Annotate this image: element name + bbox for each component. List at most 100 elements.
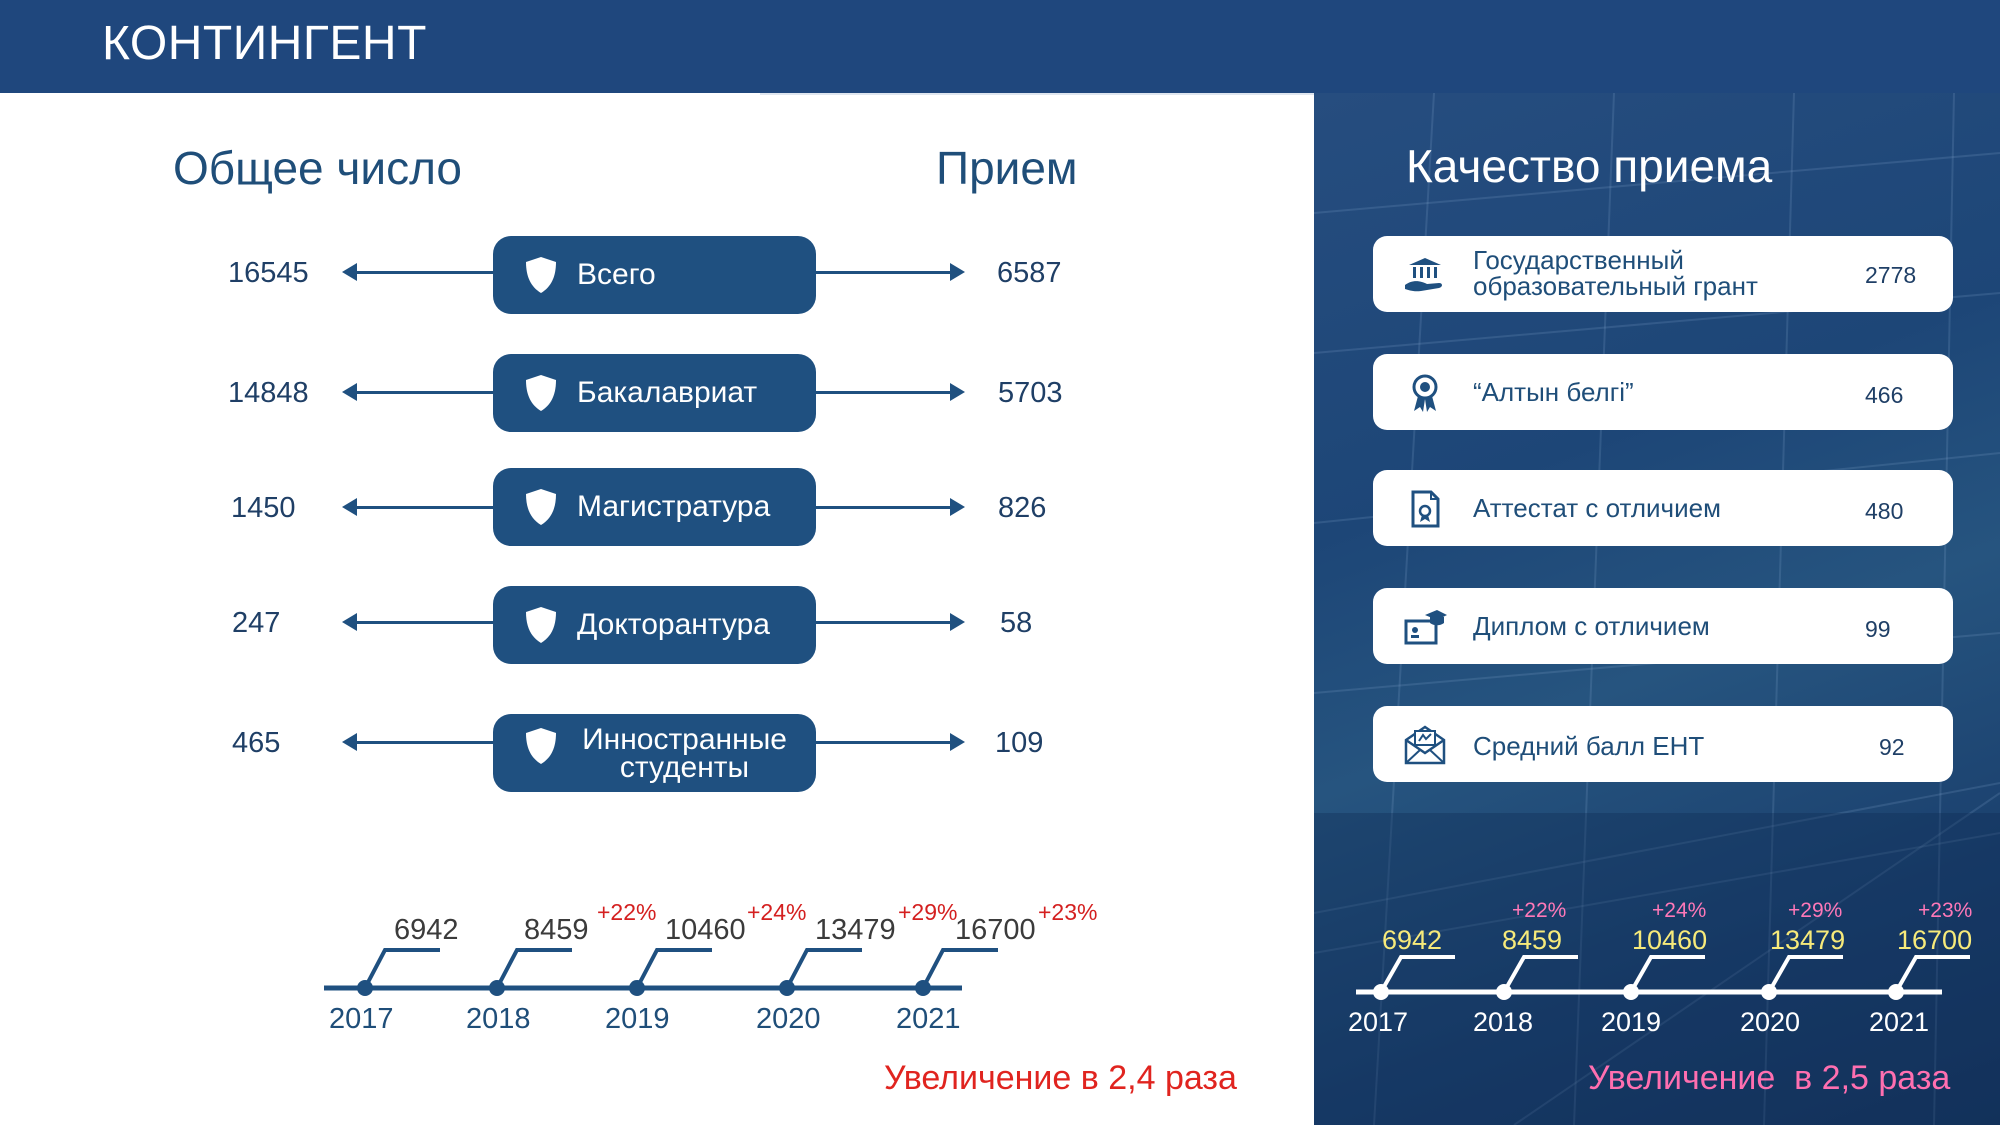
connector-line (356, 621, 496, 624)
page-title: КОНТИНГЕНТ (102, 17, 427, 70)
admission-value: 6587 (997, 257, 1062, 289)
timeline-dot (1761, 984, 1777, 1000)
card-value: 480 (1865, 498, 1904, 524)
growth-percent: +29% (1788, 899, 1843, 922)
growth-percent: +24% (1652, 899, 1707, 922)
arrow-left-icon (342, 498, 357, 516)
timeline-value: 10460 (665, 914, 746, 946)
header-bar: КОНТИНГЕНТ (0, 0, 2000, 93)
shield-icon (526, 607, 556, 643)
admission-value: 5703 (998, 377, 1063, 409)
quality-card: Государственный образовательный грант 27… (1373, 236, 1953, 312)
card-value: 2778 (1865, 262, 1917, 288)
admission-value: 58 (1000, 607, 1033, 639)
category-label: Всего (577, 258, 656, 291)
quality-card: Средний балл ЕНТ 92 (1373, 706, 1953, 782)
category-label-line: Инностранные (582, 723, 787, 756)
connector-line (356, 506, 496, 509)
growth-percent: +22% (597, 899, 657, 925)
timeline-year: 2019 (605, 1003, 670, 1035)
arrow-right-icon (950, 613, 965, 631)
category-label: Докторантура (577, 608, 770, 641)
timeline-year: 2017 (329, 1003, 394, 1035)
category-pill: Докторантура (493, 586, 816, 664)
connector-line (814, 271, 954, 274)
category-label: Бакалавриат (577, 376, 758, 409)
envelope-icon (1404, 725, 1446, 765)
growth-percent: +23% (1038, 899, 1098, 925)
timeline-connector (1767, 955, 1843, 993)
card-label-line: образовательный грант (1473, 271, 1758, 301)
timeline-year: 2020 (756, 1003, 821, 1035)
card-label: Диплом с отличием (1473, 611, 1710, 641)
timeline-year: 2020 (1740, 1007, 1801, 1037)
total-value: 14848 (228, 377, 309, 409)
medal-icon (1412, 374, 1438, 412)
category-pill: Инностранные студенты (493, 714, 816, 792)
growth-summary: Увеличение в 2,4 раза (884, 1059, 1237, 1097)
shield-icon (526, 728, 556, 764)
growth-percent: +24% (747, 899, 807, 925)
timeline-value: 8459 (1502, 925, 1563, 955)
timeline-value: 13479 (1770, 925, 1846, 955)
timeline-connector (363, 948, 440, 989)
timeline-value: 16700 (1897, 925, 1973, 955)
timeline-value: 8459 (524, 914, 589, 946)
card-label-line: Государственный (1473, 245, 1684, 275)
arrow-left-icon (342, 733, 357, 751)
timeline-connector (495, 948, 572, 989)
timeline-dot (1496, 984, 1512, 1000)
timeline-year: 2021 (896, 1003, 961, 1035)
shield-icon (526, 257, 556, 293)
shield-icon (526, 489, 556, 525)
connector-line (356, 271, 496, 274)
header-divider (760, 93, 1315, 95)
arrow-right-icon (950, 733, 965, 751)
card-value: 92 (1879, 734, 1905, 760)
timeline-connector (785, 948, 862, 989)
timeline-value: 13479 (815, 914, 896, 946)
shield-icon (526, 375, 556, 411)
connector-line (356, 391, 496, 394)
growth-percent: +29% (898, 899, 958, 925)
diploma-icon (1404, 610, 1447, 645)
timeline-year: 2018 (466, 1003, 531, 1035)
arrow-left-icon (342, 383, 357, 401)
timeline-connector (921, 948, 998, 989)
growth-percent: +22% (1512, 899, 1567, 922)
admission-value: 109 (995, 727, 1044, 759)
connector-line (814, 506, 954, 509)
timeline-dot (357, 980, 373, 996)
timeline-connector (1629, 955, 1705, 993)
timeline-dot (489, 980, 505, 996)
timeline-year: 2019 (1601, 1007, 1662, 1037)
arrow-left-icon (342, 263, 357, 281)
growth-percent: +23% (1918, 899, 1973, 922)
admission-value: 826 (998, 492, 1047, 524)
timeline-dot (915, 980, 931, 996)
growth-timeline (1356, 955, 1970, 1000)
category-pill: Всего (493, 236, 816, 314)
admission-heading: Прием (936, 142, 1078, 194)
timeline-dot (1888, 984, 1904, 1000)
timeline-connector (1379, 955, 1455, 993)
arrow-right-icon (950, 383, 965, 401)
total-value: 465 (232, 727, 281, 759)
admission-quality-title: Качество приема (1406, 140, 1773, 192)
connector-line (814, 391, 954, 394)
card-label: Аттестат с отличием (1473, 493, 1721, 523)
category-pill: Бакалавриат (493, 354, 816, 432)
total-value: 16545 (228, 257, 309, 289)
timeline-value: 6942 (1382, 925, 1443, 955)
timeline-value: 10460 (1632, 925, 1708, 955)
timeline-year: 2021 (1869, 1007, 1930, 1037)
card-label: “Алтын белгі” (1473, 377, 1634, 407)
timeline-dot (1623, 984, 1639, 1000)
card-label: Средний балл ЕНТ (1473, 731, 1705, 761)
quality-card: Аттестат с отличием 480 (1373, 470, 1953, 546)
connector-line (814, 621, 954, 624)
timeline-connector (1502, 955, 1578, 993)
growth-summary: Увеличение в 2,5 раза (1588, 1059, 1951, 1097)
growth-timeline (324, 948, 998, 996)
timeline-connector (635, 948, 712, 989)
